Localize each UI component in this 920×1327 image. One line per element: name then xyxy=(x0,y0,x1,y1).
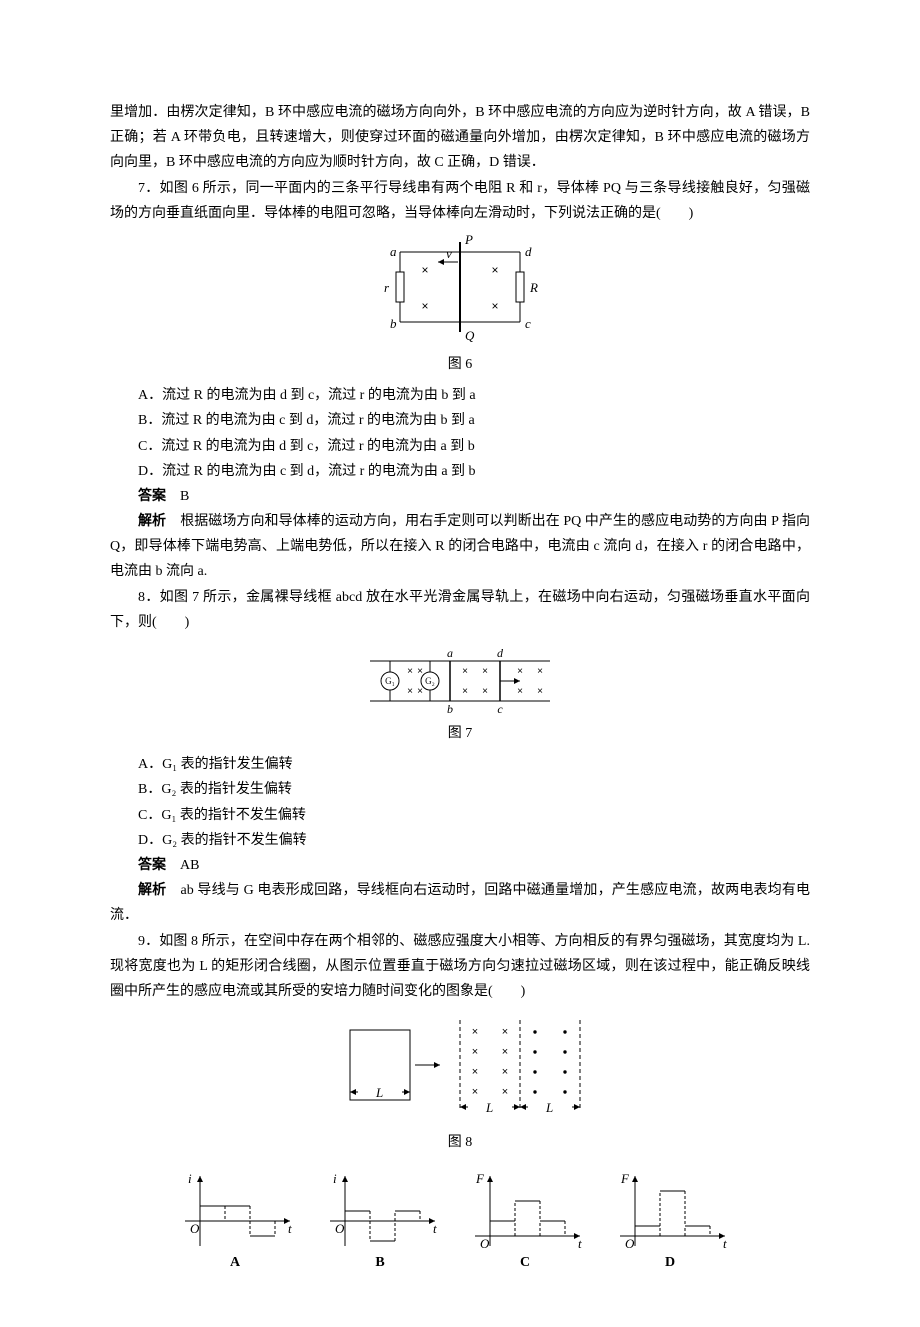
q7-analysis-text: 根据磁场方向和导体棒的运动方向，用右手定则可以判断出在 PQ 中产生的感应电动势… xyxy=(110,514,810,579)
svg-text:×: × xyxy=(482,666,488,677)
axis-O-B: O xyxy=(335,1221,345,1236)
q8-analysis-text: ab 导线与 G 电表形成回路，导线框向右运动时，回路中磁通量增加，产生感应电流… xyxy=(110,883,810,923)
q7-opt-d: D．流过 R 的电流为由 c 到 d，流过 r 的电流为由 a 到 b xyxy=(110,459,810,484)
q8-figure: × × × × × × × × × × × × a d b c G₁ G₂ 图 7 xyxy=(110,641,810,746)
q8-fig-caption: 图 7 xyxy=(110,721,810,746)
axis-i-B: i xyxy=(333,1171,337,1186)
axis-t-D: t xyxy=(723,1236,727,1251)
axis-O-C: O xyxy=(480,1236,490,1251)
q7-opt-c: C．流过 R 的电流为由 d 到 c，流过 r 的电流为由 a 到 b xyxy=(110,434,810,459)
q9-fig-caption: 图 8 xyxy=(110,1130,810,1155)
label-P: P xyxy=(464,232,473,247)
q7-figure: × × × × P Q a b c d r R v 图 6 xyxy=(110,232,810,377)
intro-continuation: 里增加．由楞次定律知，B 环中感应电流的磁场方向向外，B 环中感应电流的方向应为… xyxy=(110,100,810,176)
q7-fig-caption: 图 6 xyxy=(110,352,810,377)
label-a: a xyxy=(390,244,397,259)
label-b8: b xyxy=(447,702,453,716)
svg-text:×: × xyxy=(462,666,468,677)
q8-opt-a: A．G₁ 表的指针发生偏转 xyxy=(110,752,810,777)
label-d8: d xyxy=(497,646,504,660)
axis-t-C: t xyxy=(578,1236,582,1251)
label-c8: c xyxy=(497,702,503,716)
svg-text:×: × xyxy=(462,686,468,697)
axis-F-C: F xyxy=(475,1171,485,1186)
label-a8: a xyxy=(447,646,453,660)
svg-text:×: × xyxy=(491,263,498,277)
label-L2: L xyxy=(485,1100,493,1115)
axis-i-A: i xyxy=(188,1171,192,1186)
label-g2: G₂ xyxy=(425,676,435,686)
q8-answer: AB xyxy=(180,858,199,873)
svg-text:×: × xyxy=(537,686,543,697)
svg-text:×: × xyxy=(407,666,413,677)
opt-label-B: B xyxy=(375,1255,384,1270)
svg-text:×: × xyxy=(421,299,428,313)
axis-F-D: F xyxy=(620,1171,630,1186)
q9-figure-setup: L × × × × × × × × L L 图 8 xyxy=(110,1010,810,1155)
svg-text:×: × xyxy=(421,263,428,277)
figure-7-svg: × × × × × × × × × × × × a d b c G₁ G₂ xyxy=(360,641,560,721)
svg-text:×: × xyxy=(417,686,423,697)
q7-stem: 7．如图 6 所示，同一平面内的三条平行导线串有两个电阻 R 和 r，导体棒 P… xyxy=(110,176,810,226)
answer-label-8: 答案 xyxy=(138,858,166,873)
q7-analysis: 解析 根据磁场方向和导体棒的运动方向，用右手定则可以判断出在 PQ 中产生的感应… xyxy=(110,509,810,585)
axis-t-A: t xyxy=(288,1221,292,1236)
svg-text:×: × xyxy=(502,1086,508,1098)
q8-analysis: 解析 ab 导线与 G 电表形成回路，导线框向右运动时，回路中磁通量增加，产生感… xyxy=(110,878,810,928)
analysis-label-8: 解析 xyxy=(138,883,166,898)
q7-answer: B xyxy=(180,489,189,504)
opt-label-D: D xyxy=(665,1255,675,1270)
q8-opt-c: C．G₁ 表的指针不发生偏转 xyxy=(110,803,810,828)
svg-text:×: × xyxy=(472,1026,478,1038)
label-c: c xyxy=(525,316,531,331)
analysis-label: 解析 xyxy=(138,514,166,529)
svg-text:×: × xyxy=(502,1066,508,1078)
figure-6-svg: × × × × P Q a b c d r R v xyxy=(370,232,550,352)
opt-label-C: C xyxy=(520,1255,530,1270)
q8-stem: 8．如图 7 所示，金属裸导线框 abcd 放在水平光滑金属导轨上，在磁场中向右… xyxy=(110,585,810,635)
q7-opt-a: A．流过 R 的电流为由 d 到 c，流过 r 的电流为由 b 到 a xyxy=(110,383,810,408)
q9-options-graphs: i O t A i O t xyxy=(110,1161,810,1281)
opt-label-A: A xyxy=(230,1255,241,1270)
label-d: d xyxy=(525,244,532,259)
axis-O-D: O xyxy=(625,1236,635,1251)
axis-t-B: t xyxy=(433,1221,437,1236)
svg-text:×: × xyxy=(407,686,413,697)
figure-8-svg: L × × × × × × × × L L xyxy=(330,1010,590,1130)
label-b: b xyxy=(390,316,397,331)
label-v: v xyxy=(446,246,452,261)
label-r: r xyxy=(384,280,390,295)
svg-text:×: × xyxy=(472,1066,478,1078)
q8-answer-line: 答案 AB xyxy=(110,853,810,878)
label-L3: L xyxy=(545,1100,553,1115)
svg-text:×: × xyxy=(517,666,523,677)
q8-opt-d: D．G₂ 表的指针不发生偏转 xyxy=(110,828,810,853)
svg-text:×: × xyxy=(517,686,523,697)
svg-text:×: × xyxy=(491,299,498,313)
svg-text:×: × xyxy=(537,666,543,677)
label-Q: Q xyxy=(465,328,475,343)
axis-O-A: O xyxy=(190,1221,200,1236)
svg-text:×: × xyxy=(472,1046,478,1058)
svg-text:×: × xyxy=(417,666,423,677)
q9-graphs-svg: i O t A i O t xyxy=(160,1161,760,1281)
q7-opt-b: B．流过 R 的电流为由 c 到 d，流过 r 的电流为由 b 到 a xyxy=(110,408,810,433)
q9-stem: 9．如图 8 所示，在空间中存在两个相邻的、磁感应强度大小相等、方向相反的有界匀… xyxy=(110,929,810,1005)
q7-answer-line: 答案 B xyxy=(110,484,810,509)
label-g1: G₁ xyxy=(385,676,395,686)
svg-text:×: × xyxy=(482,686,488,697)
svg-text:×: × xyxy=(502,1026,508,1038)
q8-opt-b: B．G₂ 表的指针发生偏转 xyxy=(110,777,810,802)
svg-text:×: × xyxy=(502,1046,508,1058)
svg-text:×: × xyxy=(472,1086,478,1098)
label-R-big: R xyxy=(529,280,538,295)
answer-label: 答案 xyxy=(138,489,166,504)
label-L1: L xyxy=(375,1085,383,1100)
